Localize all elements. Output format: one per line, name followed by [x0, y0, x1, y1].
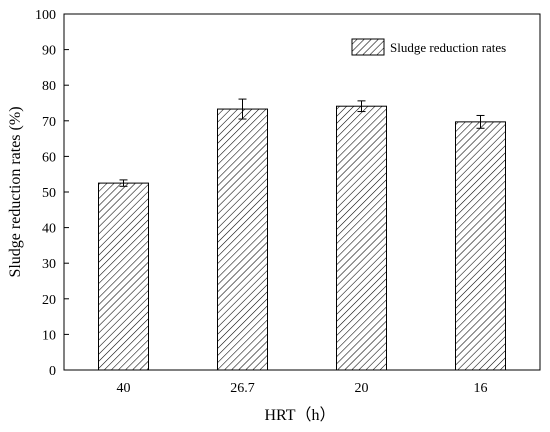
bar-series: [98, 98, 506, 371]
bar-2: [336, 105, 387, 371]
y-tick-label: 90: [42, 44, 56, 59]
x-tick-label: 16: [474, 381, 488, 396]
y-axis: 0 10 20 30 40 50 60 70 80 90 100: [35, 8, 69, 379]
y-tick-label: 100: [35, 8, 56, 23]
legend-swatch: [351, 38, 385, 56]
legend: Sludge reduction rates: [351, 38, 506, 56]
y-tick-label: 80: [42, 79, 56, 94]
y-tick-label: 50: [42, 186, 56, 201]
bar-3: [455, 121, 506, 371]
y-tick-label: 20: [42, 293, 56, 308]
y-tick-label: 10: [42, 328, 56, 343]
legend-label: Sludge reduction rates: [390, 40, 506, 55]
y-axis-label: Sludge reduction rates (%): [7, 106, 24, 277]
x-axis-label: HRT（h）: [264, 406, 335, 424]
y-tick-label: 40: [42, 222, 56, 237]
y-tick-label: 60: [42, 150, 56, 165]
x-tick-label: 40: [117, 381, 131, 396]
y-tick-label: 70: [42, 115, 56, 130]
x-tick-label: 26.7: [230, 381, 255, 396]
y-tick-label: 0: [49, 364, 56, 379]
x-tick-label: 20: [355, 381, 369, 396]
bar-0: [98, 182, 149, 371]
y-tick-label: 30: [42, 257, 56, 272]
bar-1: [217, 108, 268, 371]
